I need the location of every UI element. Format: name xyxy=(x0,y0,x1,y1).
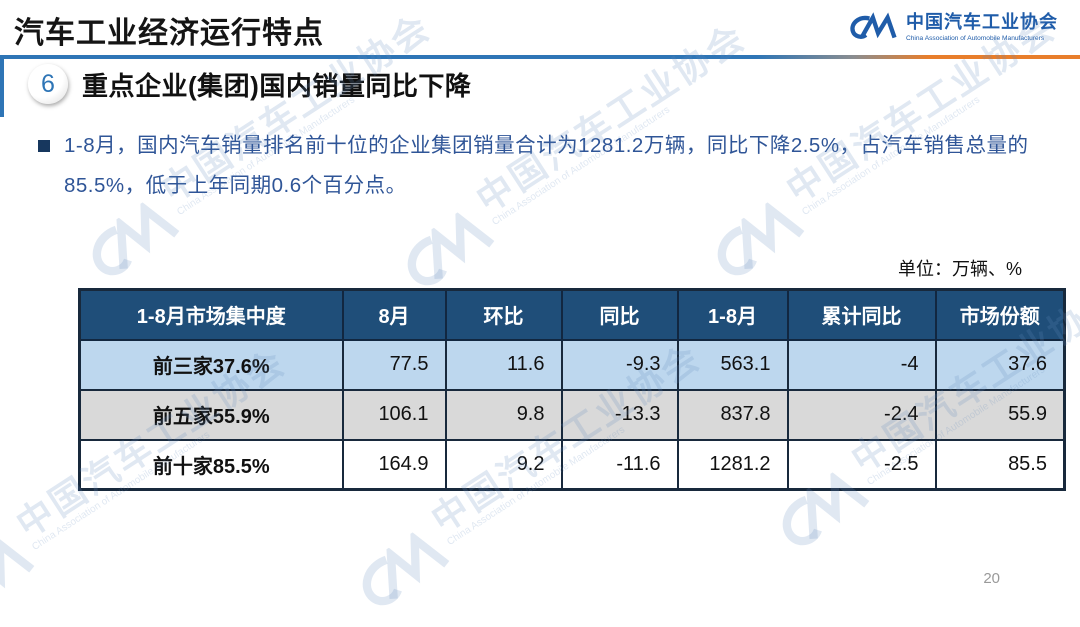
cell-top5-cumulative-yoy: -2.4 xyxy=(786,388,937,441)
cell-top10-jan-aug: 1281.2 xyxy=(676,438,789,491)
cam-cm-logo-icon xyxy=(846,12,898,44)
cell-top5-jan-aug: 837.8 xyxy=(676,388,789,441)
bullet-text: 1-8月，国内汽车销量排名前十位的企业集团销量合计为1281.2万辆，同比下降2… xyxy=(64,134,1029,197)
col-header-yoy: 同比 xyxy=(560,288,679,341)
cam-logo-text: 中国汽车工业协会 China Association of Automobile… xyxy=(906,12,1058,43)
concentration-table: 1-8月市场集中度 8月 环比 同比 1-8月 累计同比 市场份额 前三家37.… xyxy=(78,288,1066,491)
cell-top3-cumulative-yoy: -4 xyxy=(786,338,937,391)
unit-label: 单位：万辆、% xyxy=(897,259,1022,279)
watermark-cm-icon xyxy=(92,200,180,276)
col-header-market-share: 市场份额 xyxy=(934,288,1066,341)
row-label-top10: 前十家85.5% xyxy=(78,438,344,491)
bullet-paragraph: 1-8月，国内汽车销量排名前十位的企业集团销量合计为1281.2万辆，同比下降2… xyxy=(38,126,1043,206)
left-accent-bar xyxy=(0,59,4,117)
slide: { "header": { "title": "汽车工业经济运行特点", "lo… xyxy=(0,0,1080,606)
cell-top5-yoy: -13.3 xyxy=(560,388,679,441)
col-header-cumulative-yoy: 累计同比 xyxy=(786,288,937,341)
header: 汽车工业经济运行特点 中国汽车工业协会 China Association of… xyxy=(0,0,1080,59)
cam-logo-cn: 中国汽车工业协会 xyxy=(906,12,1058,33)
section-heading: 6 重点企业(集团)国内销量同比下降 xyxy=(28,64,471,104)
cell-top10-cumulative-yoy: -2.5 xyxy=(786,438,937,491)
section-title: 重点企业(集团)国内销量同比下降 xyxy=(82,70,472,101)
cell-top10-mom: 9.2 xyxy=(444,438,563,491)
cell-top5-august: 106.1 xyxy=(341,388,447,441)
section-number-badge: 6 xyxy=(28,64,68,104)
col-header-jan-aug: 1-8月 xyxy=(676,288,789,341)
table-row: 前十家85.5% 164.9 9.2 -11.6 1281.2 -2.5 85.… xyxy=(78,438,1066,491)
cell-top5-mom: 9.8 xyxy=(444,388,563,441)
row-label-top5: 前五家55.9% xyxy=(78,388,344,441)
bullet-square-icon xyxy=(38,140,50,152)
row-label-top3: 前三家37.6% xyxy=(78,338,344,391)
cell-top3-yoy: -9.3 xyxy=(560,338,679,391)
col-header-mom: 环比 xyxy=(444,288,563,341)
page-title: 汽车工业经济运行特点 xyxy=(14,17,324,50)
cell-top3-mom: 11.6 xyxy=(444,338,563,391)
cell-top3-market-share: 37.6 xyxy=(934,338,1066,391)
cam-logo: 中国汽车工业协会 China Association of Automobile… xyxy=(846,12,1058,44)
watermark-cm-icon xyxy=(362,530,450,606)
watermark-cm-icon xyxy=(0,535,35,604)
cell-top10-yoy: -11.6 xyxy=(560,438,679,491)
page-number: 20 xyxy=(983,570,1000,587)
col-header-august: 8月 xyxy=(341,288,447,341)
cell-top10-market-share: 85.5 xyxy=(934,438,1066,491)
table-row: 前三家37.6% 77.5 11.6 -9.3 563.1 -4 37.6 xyxy=(78,338,1066,391)
header-divider xyxy=(0,55,1080,59)
col-header-concentration: 1-8月市场集中度 xyxy=(78,288,344,341)
cell-top10-august: 164.9 xyxy=(341,438,447,491)
watermark-cm-icon xyxy=(717,200,805,276)
cell-top3-jan-aug: 563.1 xyxy=(676,338,789,391)
cell-top5-market-share: 55.9 xyxy=(934,388,1066,441)
cam-logo-en: China Association of Automobile Manufact… xyxy=(906,35,1045,43)
table-row: 前五家55.9% 106.1 9.8 -13.3 837.8 -2.4 55.9 xyxy=(78,388,1066,441)
table-header-row: 1-8月市场集中度 8月 环比 同比 1-8月 累计同比 市场份额 xyxy=(78,288,1066,341)
cell-top3-august: 77.5 xyxy=(341,338,447,391)
